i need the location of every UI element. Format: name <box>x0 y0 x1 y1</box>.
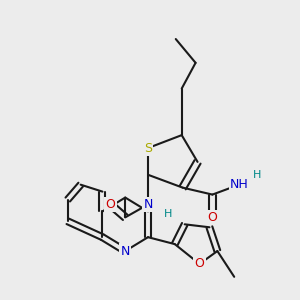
Text: N: N <box>121 244 130 258</box>
Text: NH: NH <box>230 178 248 191</box>
Text: O: O <box>208 211 218 224</box>
Text: N: N <box>143 198 153 211</box>
Text: O: O <box>195 257 205 270</box>
Text: H: H <box>253 170 261 180</box>
Text: H: H <box>164 209 172 219</box>
Text: O: O <box>105 198 115 211</box>
Text: S: S <box>144 142 152 154</box>
